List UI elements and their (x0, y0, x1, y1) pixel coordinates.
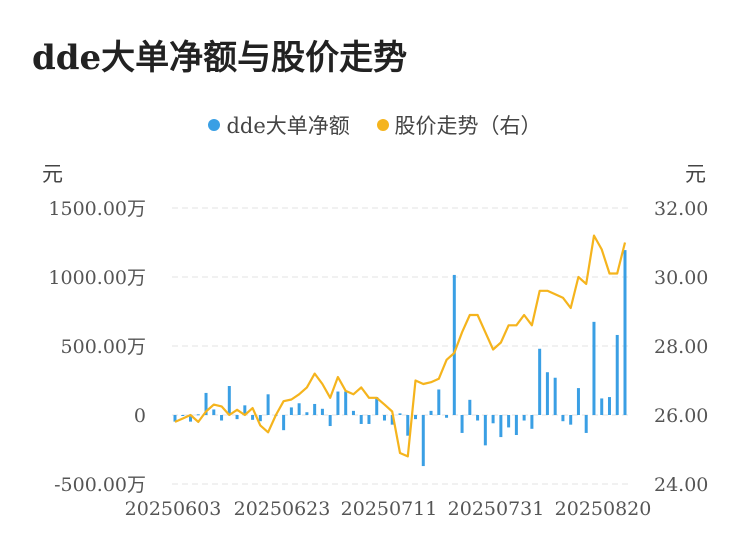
x-tick-label: 20250820 (555, 498, 652, 520)
bar (623, 250, 627, 415)
bar (499, 415, 503, 438)
bar (530, 415, 534, 429)
x-tick-label: 20250603 (125, 498, 222, 520)
right-tick-label: 26.00 (654, 405, 708, 427)
bar (367, 415, 371, 424)
x-tick-label: 20250623 (234, 498, 331, 520)
left-tick-label: 500.00万 (61, 336, 146, 358)
bar (181, 415, 185, 416)
bar (251, 415, 255, 420)
legend-bar-dot (208, 119, 221, 131)
bar (414, 415, 418, 420)
bar (561, 415, 565, 422)
bar (235, 415, 239, 420)
bar (282, 415, 286, 431)
left-tick-label: 0 (134, 405, 146, 427)
bar (297, 403, 301, 415)
bar (476, 415, 480, 421)
bar (615, 334, 619, 415)
bar (196, 414, 200, 416)
left-tick-label: 1500.00万 (48, 198, 146, 220)
bar (258, 415, 262, 422)
chart-title: dde大单净额与股价走势 (32, 38, 408, 78)
bar (522, 415, 526, 421)
legend-bar-label: dde大单净额 (226, 114, 350, 138)
right-tick-label: 32.00 (654, 198, 708, 220)
legend-line-dot (376, 119, 389, 131)
x-tick-label: 20250731 (448, 498, 545, 520)
bar (600, 398, 604, 415)
bar (491, 415, 495, 424)
bar (445, 415, 449, 418)
bar (351, 410, 355, 415)
legend-line-label: 股价走势（右） (394, 114, 542, 138)
right-axis-unit: 元 (685, 162, 706, 186)
bar (320, 408, 324, 415)
bar (507, 415, 511, 428)
bar (243, 405, 247, 415)
legend: dde大单净额 股价走势（右） (0, 110, 750, 140)
bar (204, 392, 208, 415)
bar (359, 415, 363, 424)
price-line (174, 234, 627, 458)
bar-series (173, 250, 627, 467)
bar (576, 388, 580, 415)
bar (452, 274, 456, 415)
x-axis-ticks: 20250603 20250623 20250711 20250731 20250820 (125, 498, 652, 520)
left-tick-label: 1000.00万 (48, 267, 146, 289)
bar (421, 415, 425, 467)
bar (437, 389, 441, 415)
line-series (174, 234, 627, 458)
bar (189, 415, 193, 422)
x-tick-label: 20250711 (341, 498, 438, 520)
bar (305, 412, 309, 415)
grid-lines (172, 207, 628, 485)
bar (553, 377, 557, 415)
bar (173, 415, 177, 422)
bar (220, 415, 224, 421)
right-tick-label: 28.00 (654, 336, 708, 358)
bar (429, 410, 433, 415)
bar (398, 413, 402, 415)
bar (227, 386, 231, 415)
bar (483, 415, 487, 446)
bar (460, 415, 464, 433)
bar (266, 394, 270, 415)
bar (328, 415, 332, 427)
bar (344, 391, 348, 415)
right-tick-label: 30.00 (654, 267, 708, 289)
bar (313, 403, 317, 415)
bar (382, 415, 386, 421)
bar (545, 372, 549, 415)
bar (592, 321, 596, 415)
bar (514, 415, 518, 436)
bar (569, 415, 573, 425)
legend-item-bar[interactable]: dde大单净额 (208, 110, 350, 140)
bar (375, 397, 379, 415)
bar (468, 399, 472, 415)
bar (212, 409, 216, 415)
bar (406, 415, 410, 436)
left-axis-unit: 元 (42, 162, 63, 186)
bar (336, 391, 340, 415)
bar (607, 397, 611, 415)
right-axis-ticks: 32.00 30.00 28.00 26.00 24.00 (654, 198, 708, 496)
bar (289, 407, 293, 415)
bar (538, 348, 542, 415)
left-tick-label: -500.00万 (54, 474, 146, 496)
left-axis-ticks: 1500.00万 1000.00万 500.00万 0 -500.00万 (48, 198, 146, 496)
right-tick-label: 24.00 (654, 474, 708, 496)
legend-item-line[interactable]: 股价走势（右） (376, 110, 542, 140)
bar (584, 415, 588, 433)
bar (390, 415, 394, 425)
